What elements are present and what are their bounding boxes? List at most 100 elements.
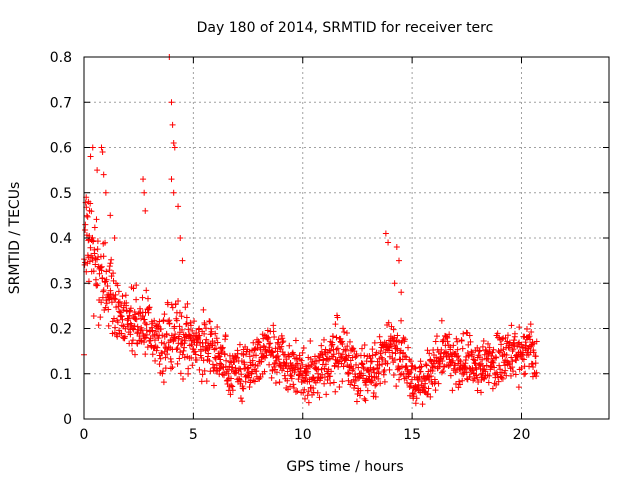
data-point bbox=[489, 349, 496, 356]
data-point bbox=[444, 338, 451, 345]
data-point bbox=[124, 317, 131, 324]
data-point bbox=[499, 375, 506, 382]
data-point bbox=[183, 321, 190, 328]
data-point bbox=[193, 356, 200, 363]
data-point bbox=[275, 336, 282, 343]
data-point bbox=[318, 366, 325, 373]
data-point bbox=[205, 350, 212, 357]
data-point bbox=[358, 360, 365, 367]
data-point bbox=[352, 377, 359, 384]
data-point bbox=[141, 335, 148, 342]
data-point bbox=[103, 297, 110, 304]
data-point bbox=[231, 370, 238, 377]
data-point bbox=[108, 256, 115, 263]
data-point bbox=[378, 354, 385, 361]
data-point bbox=[144, 344, 151, 351]
data-point bbox=[400, 349, 407, 356]
data-point bbox=[400, 370, 407, 377]
data-point bbox=[162, 365, 169, 372]
data-point bbox=[94, 246, 101, 253]
data-point bbox=[335, 350, 342, 357]
data-point bbox=[153, 328, 160, 335]
data-point bbox=[239, 398, 246, 405]
data-point bbox=[284, 377, 291, 384]
data-point bbox=[177, 235, 184, 241]
data-point bbox=[323, 391, 330, 398]
data-point bbox=[240, 351, 247, 358]
data-point bbox=[233, 354, 240, 361]
data-point bbox=[219, 344, 226, 351]
data-point bbox=[509, 364, 516, 371]
data-point bbox=[128, 322, 135, 329]
data-point bbox=[527, 321, 534, 328]
data-point bbox=[242, 378, 249, 385]
data-point bbox=[192, 351, 199, 358]
data-point bbox=[526, 363, 533, 370]
data-point bbox=[130, 285, 137, 292]
y-tick-label: 0.6 bbox=[50, 141, 72, 157]
data-point bbox=[180, 375, 187, 382]
data-point bbox=[171, 144, 178, 151]
data-point bbox=[305, 354, 312, 361]
data-point bbox=[359, 345, 366, 352]
data-point bbox=[363, 358, 370, 365]
data-point bbox=[195, 333, 202, 340]
data-point bbox=[274, 348, 281, 355]
data-point bbox=[216, 353, 223, 360]
data-point bbox=[493, 381, 500, 388]
data-point bbox=[321, 374, 328, 381]
data-point bbox=[104, 283, 111, 290]
data-point bbox=[115, 288, 122, 295]
data-point bbox=[251, 346, 258, 353]
x-tick-label: 20 bbox=[513, 427, 531, 443]
data-point bbox=[396, 257, 402, 264]
data-point bbox=[290, 384, 297, 391]
data-point bbox=[257, 374, 264, 381]
data-point bbox=[345, 377, 352, 384]
data-point bbox=[196, 325, 203, 332]
data-point bbox=[160, 379, 167, 386]
data-point bbox=[276, 379, 283, 386]
data-point bbox=[394, 346, 401, 353]
data-point bbox=[167, 365, 174, 372]
data-point bbox=[187, 334, 194, 341]
data-point bbox=[142, 207, 149, 214]
data-point bbox=[112, 324, 119, 331]
data-point bbox=[292, 389, 299, 396]
data-point bbox=[106, 263, 113, 270]
data-point bbox=[422, 380, 429, 387]
data-point bbox=[445, 362, 452, 369]
y-axis-label: SRMTID / TECUs bbox=[7, 182, 23, 295]
data-point bbox=[288, 375, 295, 382]
data-point bbox=[129, 347, 136, 354]
data-point bbox=[533, 338, 540, 345]
data-point bbox=[108, 273, 115, 280]
data-point bbox=[300, 344, 307, 351]
data-point bbox=[171, 323, 178, 330]
data-point bbox=[466, 332, 473, 339]
data-point bbox=[398, 363, 405, 370]
data-point bbox=[185, 365, 192, 372]
data-point bbox=[280, 338, 287, 345]
data-point bbox=[155, 335, 162, 342]
data-point bbox=[119, 316, 126, 323]
data-point bbox=[193, 342, 200, 349]
data-point bbox=[440, 368, 447, 375]
data-point bbox=[511, 342, 518, 349]
data-point bbox=[474, 344, 481, 351]
data-point bbox=[275, 341, 282, 348]
data-point bbox=[474, 374, 481, 381]
data-point bbox=[475, 379, 482, 386]
data-point bbox=[530, 363, 537, 370]
data-point bbox=[466, 373, 473, 380]
data-point bbox=[301, 386, 308, 393]
data-point bbox=[318, 342, 325, 349]
data-point bbox=[244, 365, 251, 372]
x-axis-label: GPS time / hours bbox=[286, 459, 403, 475]
data-point bbox=[206, 357, 213, 364]
data-point bbox=[229, 387, 236, 394]
data-point bbox=[293, 355, 300, 361]
data-point bbox=[201, 330, 208, 337]
data-point bbox=[284, 386, 291, 393]
